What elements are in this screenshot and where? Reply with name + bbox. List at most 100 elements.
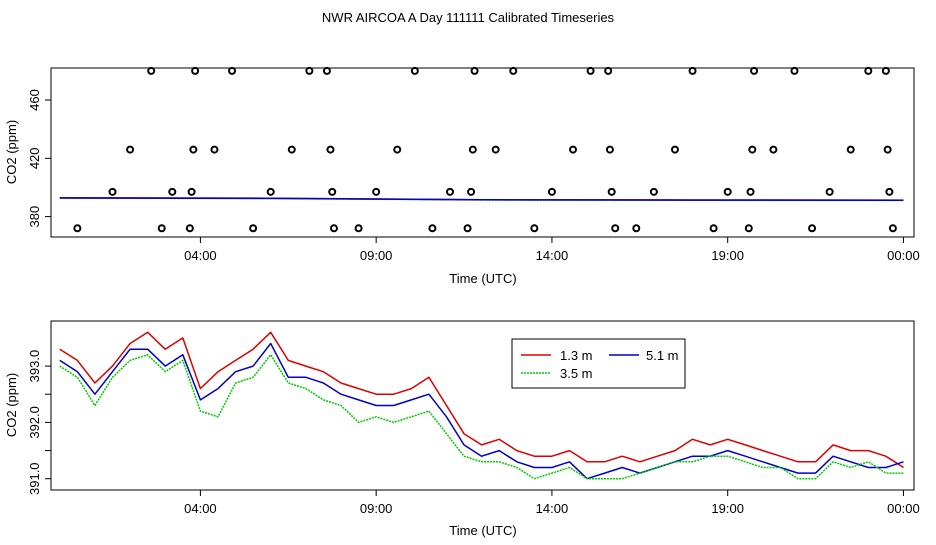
calibration-point [157, 224, 166, 233]
calibration-point [790, 66, 799, 75]
series-line-3-5-m [59, 354, 904, 480]
x-tick-label: 19:00 [711, 501, 744, 516]
calibration-point [168, 187, 177, 196]
calibration-point [569, 145, 578, 154]
legend-box [511, 338, 686, 389]
calibration-point [586, 66, 595, 75]
x-tick-label: 00:00 [887, 248, 920, 263]
calibration-point [547, 187, 556, 196]
calibration-point [329, 224, 338, 233]
calibration-point [746, 187, 755, 196]
x-tick-label: 04:00 [184, 248, 217, 263]
calibration-point [228, 66, 237, 75]
calibration-point [605, 145, 614, 154]
calibration-point [467, 187, 476, 196]
x-axis: 04:00 09:00 14:00 19:00 00:00 [184, 490, 920, 516]
series-line-5-1-m [59, 197, 904, 202]
y-axis-label: CO2 (ppm) [4, 373, 19, 437]
calibration-point [881, 66, 890, 75]
calibration-point [266, 187, 275, 196]
series-lines [59, 197, 904, 202]
y-tick-label: 420 [27, 147, 42, 169]
x-tick-label: 14:00 [536, 248, 569, 263]
x-tick-label: 19:00 [711, 248, 744, 263]
calibration-point [885, 187, 894, 196]
legend-label-5-1m: 5.1 m [646, 348, 679, 363]
calibration-point [187, 187, 196, 196]
calibration-point [249, 224, 258, 233]
calibration-point [470, 66, 479, 75]
calibration-point [491, 145, 500, 154]
calibration-point [846, 145, 855, 154]
x-tick-label: 04:00 [184, 501, 217, 516]
calibration-point [611, 224, 620, 233]
calibration-point [305, 66, 314, 75]
calibration-point [888, 224, 897, 233]
calibration-point [393, 145, 402, 154]
calibration-point [709, 224, 718, 233]
x-axis: 04:00 09:00 14:00 19:00 00:00 [184, 237, 920, 263]
calibration-point [372, 187, 381, 196]
calibration-point [468, 145, 477, 154]
figure-title: NWR AIRCOA A Day 111111 Calibrated Times… [322, 10, 615, 25]
calibration-point [883, 145, 892, 154]
calibration-point [604, 66, 613, 75]
series-line-1-3-m [59, 331, 904, 469]
y-tick-label: 380 [27, 206, 42, 228]
calibration-point [688, 66, 697, 75]
calibration-point [126, 145, 135, 154]
calibration-point [445, 187, 454, 196]
x-tick-label: 09:00 [360, 501, 393, 516]
calibration-points [73, 66, 897, 233]
calibration-point [326, 145, 335, 154]
calibration-point [607, 187, 616, 196]
y-tick-label: 391.0 [27, 462, 42, 495]
y-tick-label: 393.0 [27, 350, 42, 383]
calibration-point [108, 187, 117, 196]
calibration-point [210, 145, 219, 154]
x-axis-label: Time (UTC) [449, 271, 516, 286]
series-line-5-1-m [59, 342, 904, 480]
calibration-point [864, 66, 873, 75]
legend: 1.3 m 5.1 m 3.5 m [511, 338, 686, 389]
timeseries-panel: 04:00 09:00 14:00 19:00 00:00 391.0 392.0 393.… [4, 320, 920, 538]
legend-label-3-5m: 3.5 m [560, 366, 593, 381]
calibration-point [748, 145, 757, 154]
calibration-point [354, 224, 363, 233]
plot-frame [50, 320, 915, 491]
legend-label-1-3m: 1.3 m [560, 348, 593, 363]
plot-frame [50, 67, 915, 238]
calibration-panel: 04:00 09:00 14:00 19:00 00:00 380 420 460 Time… [4, 66, 920, 286]
calibration-point [428, 224, 437, 233]
calibration-point [463, 224, 472, 233]
y-axis-label: CO2 (ppm) [4, 120, 19, 184]
calibration-point [723, 187, 732, 196]
calibration-point [670, 145, 679, 154]
calibration-point [825, 187, 834, 196]
calibration-point [750, 66, 759, 75]
calibration-point [185, 224, 194, 233]
calibration-point [808, 224, 817, 233]
calibration-point [530, 224, 539, 233]
calibration-point [322, 66, 331, 75]
y-axis: 391.0 392.0 393.0 [27, 350, 51, 495]
calibration-point [328, 187, 337, 196]
x-tick-label: 09:00 [360, 248, 393, 263]
y-tick-label: 392.0 [27, 406, 42, 439]
x-axis-label: Time (UTC) [449, 523, 516, 538]
x-tick-label: 14:00 [536, 501, 569, 516]
calibration-point [649, 187, 658, 196]
calibration-point [744, 224, 753, 233]
calibration-point [509, 66, 518, 75]
calibration-point [287, 145, 296, 154]
calibration-point [147, 66, 156, 75]
y-axis: 380 420 460 [27, 89, 51, 227]
calibration-point [410, 66, 419, 75]
calibration-point [769, 145, 778, 154]
series-lines [59, 331, 904, 480]
calibration-point [189, 145, 198, 154]
y-tick-label: 460 [27, 89, 42, 111]
calibration-point [632, 224, 641, 233]
x-tick-label: 00:00 [887, 501, 920, 516]
